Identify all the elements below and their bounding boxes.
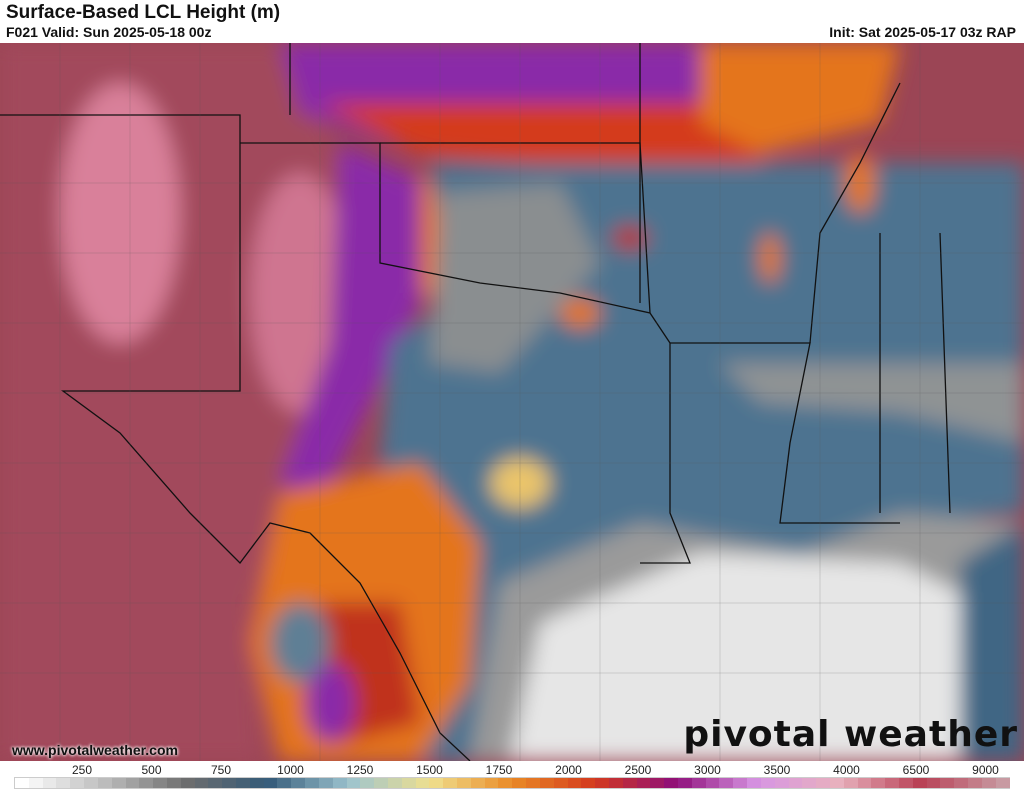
colorbar-swatch: [457, 778, 471, 788]
colorbar-tick-label: 6500: [902, 763, 930, 777]
colorbar-swatch: [760, 778, 775, 788]
colorbar-swatch: [111, 778, 126, 788]
colorbar-swatch: [816, 778, 830, 788]
colorbar-swatch: [208, 778, 223, 788]
colorbar-tick-label: 750: [210, 763, 232, 777]
colorbar-swatch: [857, 778, 872, 788]
colorbar-swatch: [180, 778, 195, 788]
colorbar-swatch: [747, 778, 761, 788]
colorbar-swatch: [581, 778, 596, 788]
colorbar-swatch: [678, 778, 692, 788]
colorbar-tick-label: 9000: [972, 763, 999, 777]
colorbar-swatch: [539, 778, 554, 788]
colorbar-swatch: [843, 778, 858, 788]
colorbar-swatch: [484, 778, 499, 788]
colorbar-swatch: [360, 778, 375, 788]
colorbar-swatch: [829, 778, 844, 788]
colorbar-swatch: [84, 778, 98, 788]
colorbar-swatch: [222, 778, 236, 788]
colorbar-swatch: [733, 778, 748, 788]
colorbar-swatch: [595, 778, 609, 788]
colorbar-swatch: [788, 778, 803, 788]
colorbar-swatch: [42, 778, 57, 788]
colorbar-swatch: [153, 778, 167, 788]
colorbar-swatch: [415, 778, 430, 788]
colorbar-tick-label: 2500: [624, 763, 652, 777]
colorbar-swatch: [498, 778, 513, 788]
colorbar-swatch: [526, 778, 540, 788]
colorbar-tick-label: 1000: [277, 763, 304, 777]
colorbar-swatch: [166, 778, 181, 788]
colorbar-swatch: [443, 778, 457, 788]
site-url: www.pivotalweather.com: [12, 742, 178, 758]
colorbar-swatch: [719, 778, 734, 788]
colorbar-swatch: [429, 778, 444, 788]
colorbar-swatch: [802, 778, 817, 788]
valid-time: F021 Valid: Sun 2025-05-18 00z: [6, 24, 212, 40]
colorbar-swatch: [885, 778, 899, 788]
pivotal-weather-logo: pivotal weather: [683, 714, 1018, 755]
colorbar-swatch: [374, 778, 388, 788]
colorbar-swatch: [954, 778, 969, 788]
colorbar-swatch: [650, 778, 665, 788]
colorbar-swatch: [401, 778, 416, 788]
colorbar-swatch: [15, 778, 29, 788]
init-time: Init: Sat 2025-05-17 03z RAP: [829, 24, 1016, 40]
colorbar-tick-label: 2000: [555, 763, 582, 777]
colorbar-swatch: [981, 778, 996, 788]
lcl-field: [0, 43, 1024, 761]
colorbar-swatch: [899, 778, 913, 788]
colorbar-swatch: [512, 778, 527, 788]
colorbar-swatch: [277, 778, 292, 788]
colorbar-swatch: [70, 778, 85, 788]
colorbar-tick-label: 1250: [346, 763, 374, 777]
colorbar-swatch: [664, 778, 678, 788]
colorbar-swatch: [346, 778, 361, 788]
colorbar-swatch: [926, 778, 941, 788]
colorbar-swatch: [968, 778, 982, 788]
colorbar-swatch: [553, 778, 568, 788]
colorbar-tick-label: 1750: [485, 763, 513, 777]
colorbar-swatch: [28, 778, 43, 788]
colorbar-swatch: [236, 778, 250, 788]
colorbar-tick-label: 250: [71, 763, 93, 777]
colorbar-swatch: [567, 778, 582, 788]
colorbar-tick-label: 3000: [694, 763, 721, 777]
colorbar-swatch: [912, 778, 927, 788]
colorbar-swatch: [622, 778, 637, 788]
colorbar-swatch: [636, 778, 651, 788]
colorbar-swatch: [139, 778, 154, 788]
colorbar-swatch: [125, 778, 140, 788]
colorbar-swatch: [318, 778, 333, 788]
colorbar-tick-label: 500: [141, 763, 162, 777]
colorbar: [14, 777, 1010, 789]
colorbar-swatch: [194, 778, 209, 788]
colorbar-tick-label: 4000: [833, 763, 860, 777]
colorbar-swatch: [387, 778, 402, 788]
colorbar-swatch: [871, 778, 886, 788]
colorbar-swatch: [332, 778, 347, 788]
colorbar-tick-label: 1500: [416, 763, 443, 777]
colorbar-swatch: [305, 778, 319, 788]
colorbar-swatch: [470, 778, 485, 788]
colorbar-swatch: [291, 778, 306, 788]
map-title: Surface-Based LCL Height (m): [6, 2, 281, 23]
colorbar-swatch: [608, 778, 623, 788]
colorbar-tick-label: 3500: [763, 763, 791, 777]
colorbar-swatch: [940, 778, 955, 788]
colorbar-ticks: 250 500 750 1000 1250 1500 1750 2000 2500 3000 350…: [0, 763, 1024, 777]
colorbar-swatch: [705, 778, 720, 788]
colorbar-swatch: [995, 778, 1010, 788]
colorbar-swatch: [263, 778, 278, 788]
colorbar-swatch: [691, 778, 706, 788]
colorbar-swatch: [774, 778, 789, 788]
colorbar-swatch: [56, 778, 71, 788]
colorbar-swatch: [249, 778, 264, 788]
colorbar-swatch: [97, 778, 112, 788]
weather-map[interactable]: [0, 43, 1024, 761]
